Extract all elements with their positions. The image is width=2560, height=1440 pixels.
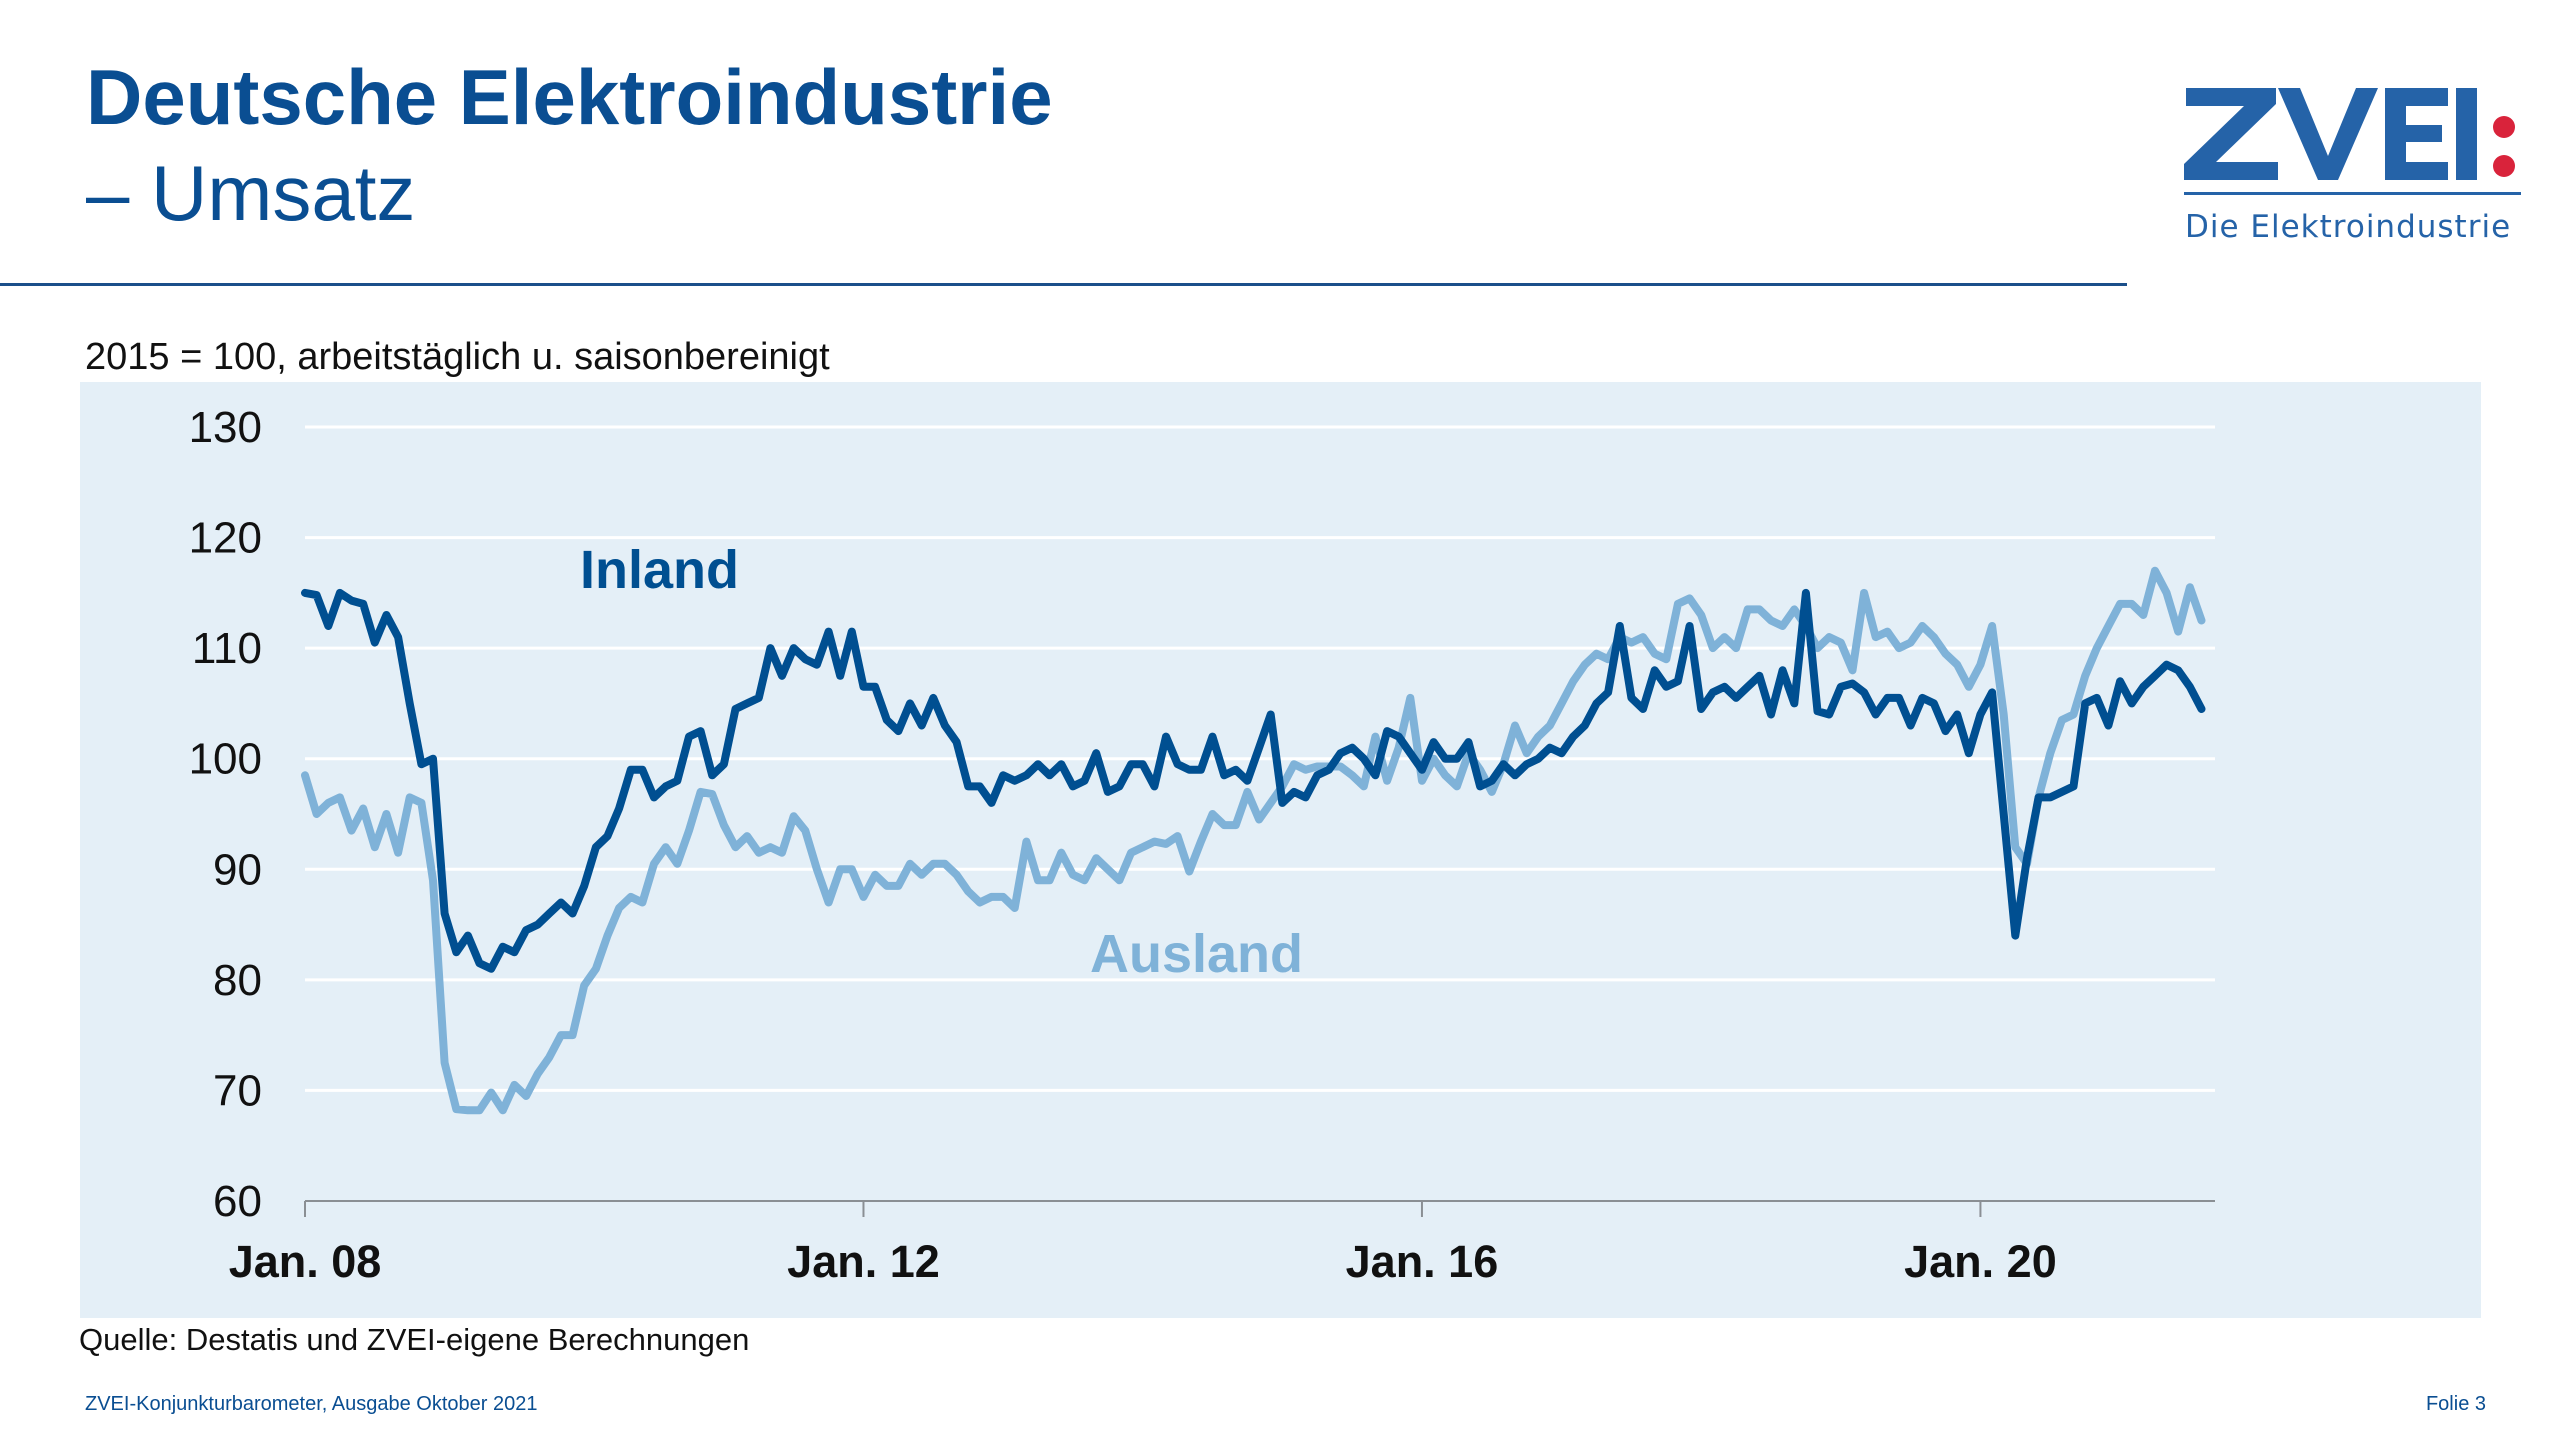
- x-tick-label: Jan. 12: [787, 1236, 940, 1287]
- y-tick-label: 100: [189, 735, 262, 784]
- x-tick-label: Jan. 20: [1904, 1236, 2057, 1287]
- x-tick-label: Jan. 08: [229, 1236, 382, 1287]
- y-tick-label: 110: [192, 624, 262, 673]
- source-note: Quelle: Destatis und ZVEI-eigene Berechn…: [79, 1322, 750, 1357]
- y-tick-label: 130: [189, 403, 262, 452]
- y-tick-label: 70: [213, 1066, 262, 1115]
- y-tick-label: 120: [189, 514, 262, 563]
- series-label-inland: Inland: [580, 540, 739, 600]
- series-label-ausland: Ausland: [1090, 924, 1303, 984]
- footer-publication: ZVEI-Konjunkturbarometer, Ausgabe Oktobe…: [85, 1393, 538, 1415]
- footer-slide-number: Folie 3: [2425, 1393, 2486, 1415]
- zvei-logo: Die Elektroindustrie: [2180, 84, 2525, 254]
- y-tick-label: 60: [213, 1177, 262, 1226]
- page-title: Deutsche Elektroindustrie: [86, 53, 1053, 141]
- y-tick-label: 90: [213, 845, 262, 894]
- chart-note: 2015 = 100, arbeitstäglich u. saisonbere…: [85, 336, 830, 378]
- y-tick-label: 80: [213, 956, 262, 1005]
- logo-tagline: Die Elektroindustrie: [2185, 209, 2512, 245]
- header-divider: [0, 283, 2127, 286]
- series-line-inland: [301, 588, 2206, 973]
- page-subtitle: – Umsatz: [86, 149, 416, 237]
- x-tick-label: Jan. 16: [1346, 1236, 1499, 1287]
- series-line-ausland: [301, 566, 2206, 1115]
- zvei-logo-mark: [2184, 88, 2521, 195]
